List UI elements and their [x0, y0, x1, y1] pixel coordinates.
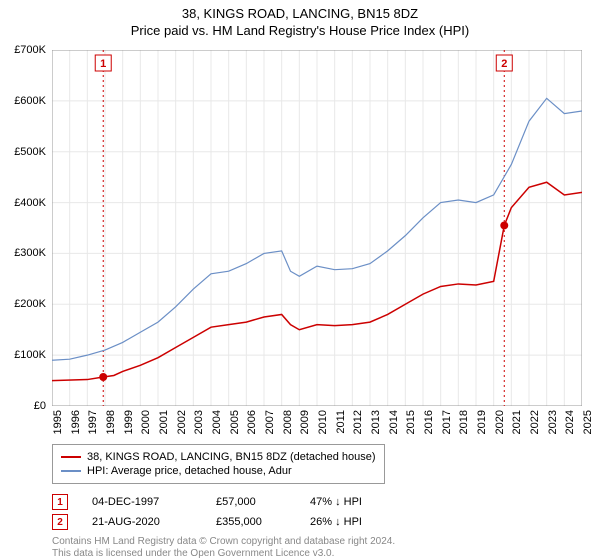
chart-subtitle: Price paid vs. HM Land Registry's House …: [0, 21, 600, 38]
y-axis-label: £100K: [0, 349, 46, 361]
x-axis-label: 2016: [423, 410, 435, 450]
y-axis-label: £0: [0, 400, 46, 412]
x-axis-label: 2024: [564, 410, 576, 450]
x-axis-label: 2015: [405, 410, 417, 450]
svg-text:1: 1: [100, 58, 106, 70]
x-axis-label: 2022: [529, 410, 541, 450]
x-axis-label: 2014: [388, 410, 400, 450]
chart: 12 £0£100K£200K£300K£400K£500K£600K£700K…: [52, 50, 582, 406]
event-pct: 47% ↓ HPI: [310, 496, 390, 508]
y-axis-label: £600K: [0, 95, 46, 107]
legend-swatch: [61, 456, 81, 458]
y-axis-label: £500K: [0, 146, 46, 158]
chart-svg: 12: [52, 50, 582, 406]
legend: 38, KINGS ROAD, LANCING, BN15 8DZ (detac…: [52, 444, 385, 484]
event-pct: 26% ↓ HPI: [310, 516, 390, 528]
y-axis-label: £200K: [0, 298, 46, 310]
event-date: 21-AUG-2020: [92, 516, 192, 528]
x-axis-label: 2020: [494, 410, 506, 450]
event-row: 1 04-DEC-1997 £57,000 47% ↓ HPI: [52, 494, 390, 510]
event-row: 2 21-AUG-2020 £355,000 26% ↓ HPI: [52, 514, 390, 530]
x-axis-label: 2017: [441, 410, 453, 450]
footer: Contains HM Land Registry data © Crown c…: [52, 536, 395, 560]
x-axis-label: 2023: [547, 410, 559, 450]
x-axis-label: 2019: [476, 410, 488, 450]
events-table: 1 04-DEC-1997 £57,000 47% ↓ HPI 2 21-AUG…: [52, 490, 390, 534]
svg-text:2: 2: [501, 58, 507, 70]
event-price: £355,000: [216, 516, 286, 528]
event-price: £57,000: [216, 496, 286, 508]
legend-item: HPI: Average price, detached house, Adur: [61, 465, 376, 477]
legend-label: HPI: Average price, detached house, Adur: [87, 465, 292, 477]
event-date: 04-DEC-1997: [92, 496, 192, 508]
y-axis-label: £400K: [0, 197, 46, 209]
footer-line: This data is licensed under the Open Gov…: [52, 548, 395, 560]
chart-title: 38, KINGS ROAD, LANCING, BN15 8DZ: [0, 0, 600, 21]
legend-label: 38, KINGS ROAD, LANCING, BN15 8DZ (detac…: [87, 451, 376, 463]
event-marker: 1: [52, 494, 68, 510]
x-axis-label: 2021: [511, 410, 523, 450]
x-axis-label: 2018: [458, 410, 470, 450]
legend-item: 38, KINGS ROAD, LANCING, BN15 8DZ (detac…: [61, 451, 376, 463]
footer-line: Contains HM Land Registry data © Crown c…: [52, 536, 395, 548]
x-axis-label: 2025: [582, 410, 594, 450]
event-marker: 2: [52, 514, 68, 530]
y-axis-label: £700K: [0, 44, 46, 56]
y-axis-label: £300K: [0, 247, 46, 259]
legend-swatch: [61, 470, 81, 472]
